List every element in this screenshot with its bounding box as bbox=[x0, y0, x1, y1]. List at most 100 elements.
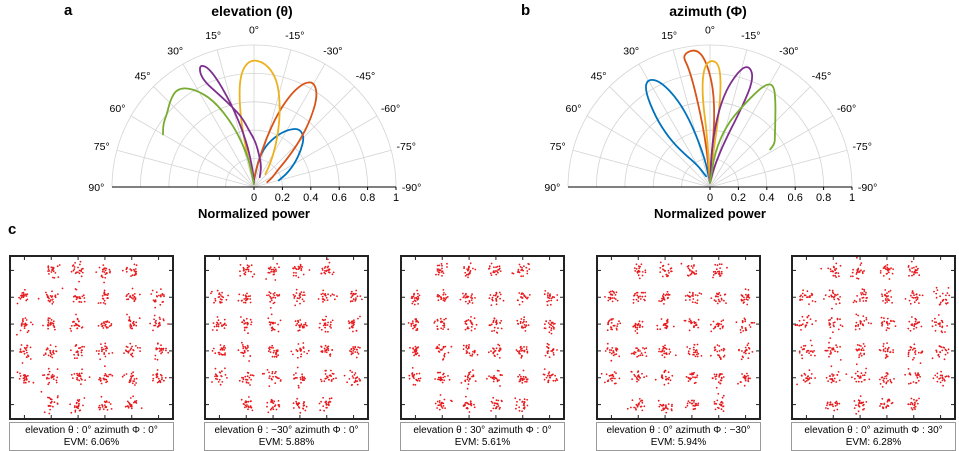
constellation-point bbox=[447, 375, 449, 377]
constellation-point bbox=[737, 382, 739, 385]
constellation-point bbox=[547, 347, 550, 350]
constellation-point bbox=[223, 353, 225, 356]
constellation-point bbox=[126, 405, 129, 408]
constellation-point bbox=[694, 321, 697, 324]
constellation-point bbox=[442, 373, 444, 376]
constellation-point bbox=[520, 318, 523, 320]
constellation-point bbox=[946, 352, 949, 354]
constellation-point bbox=[292, 407, 295, 409]
constellation-point bbox=[97, 406, 100, 409]
constellation-point bbox=[639, 354, 642, 357]
constellation-symbol-cluster bbox=[798, 339, 816, 360]
constellation-point bbox=[102, 302, 105, 304]
constellation-point bbox=[133, 293, 136, 295]
constellation-point bbox=[492, 376, 495, 379]
constellation-point bbox=[158, 324, 160, 327]
constellation-point bbox=[636, 294, 639, 297]
constellation-point bbox=[556, 299, 559, 302]
constellation-point bbox=[296, 350, 299, 353]
constellation-point bbox=[133, 268, 135, 271]
constellation-point bbox=[658, 300, 660, 302]
constellation-point bbox=[249, 355, 252, 357]
constellation-point bbox=[882, 275, 885, 277]
constellation-point bbox=[292, 271, 295, 274]
constellation-point bbox=[886, 268, 889, 270]
constellation-point bbox=[468, 352, 471, 355]
constellation-point bbox=[70, 270, 73, 273]
constellation-point bbox=[271, 378, 273, 381]
constellation-point bbox=[608, 291, 611, 294]
constellation-point bbox=[245, 400, 247, 403]
constellation-point bbox=[299, 296, 302, 299]
constellation-point bbox=[216, 329, 218, 332]
constellation-point bbox=[493, 374, 495, 377]
constellation-point bbox=[24, 288, 26, 291]
constellation-point bbox=[411, 372, 414, 374]
constellation-point bbox=[670, 270, 673, 273]
constellation-point bbox=[325, 377, 328, 380]
constellation-point bbox=[303, 326, 305, 329]
constellation-point bbox=[79, 409, 82, 412]
constellation-point bbox=[32, 381, 35, 384]
constellation-point bbox=[156, 295, 159, 298]
constellation-point bbox=[132, 395, 134, 398]
constellation-point bbox=[692, 404, 695, 407]
constellation-point bbox=[438, 344, 440, 346]
constellation-point bbox=[159, 294, 162, 297]
constellation-point bbox=[686, 294, 689, 297]
constellation-point bbox=[748, 297, 751, 299]
constellation-symbol-cluster bbox=[294, 319, 308, 332]
constellation-point bbox=[48, 373, 50, 376]
constellation-point bbox=[493, 348, 495, 350]
constellation-point bbox=[828, 341, 830, 344]
constellation-point bbox=[523, 378, 526, 380]
constellation-symbol-cluster bbox=[69, 313, 84, 332]
constellation-point bbox=[300, 355, 302, 358]
constellation-point bbox=[879, 405, 881, 407]
constellation-point bbox=[610, 293, 613, 296]
constellation-point bbox=[912, 292, 915, 294]
constellation-point bbox=[102, 408, 105, 411]
constellation-point bbox=[839, 296, 841, 298]
constellation-point bbox=[862, 404, 864, 407]
constellation-point bbox=[833, 409, 836, 412]
constellation-point bbox=[416, 327, 419, 330]
constellation-point bbox=[440, 263, 443, 265]
elevation-grid-spoke bbox=[216, 49, 255, 188]
constellation-point bbox=[908, 299, 911, 302]
constellation-point bbox=[497, 271, 499, 274]
constellation-point bbox=[883, 402, 886, 405]
constellation-point bbox=[50, 319, 53, 321]
constellation-point bbox=[717, 406, 719, 409]
constellation-point bbox=[611, 300, 614, 303]
constellation-point bbox=[436, 400, 439, 403]
constellation-point bbox=[321, 267, 324, 270]
constellation-point bbox=[919, 375, 921, 378]
constellation-point bbox=[354, 351, 357, 353]
constellation-point bbox=[718, 356, 721, 358]
constellation-symbol-cluster bbox=[632, 291, 647, 304]
constellation-point bbox=[644, 269, 647, 272]
constellation-point bbox=[665, 353, 668, 356]
constellation-point bbox=[725, 302, 727, 304]
constellation-point bbox=[273, 269, 276, 272]
constellation-point bbox=[327, 330, 329, 333]
constellation-point bbox=[267, 350, 270, 353]
constellation-point bbox=[271, 321, 274, 324]
constellation-point bbox=[274, 268, 277, 271]
constellation-point bbox=[745, 375, 748, 378]
constellation-point bbox=[908, 320, 911, 323]
constellation-point bbox=[523, 320, 525, 323]
constellation-symbol-cluster bbox=[121, 371, 138, 386]
constellation-point bbox=[907, 403, 910, 406]
constellation-point bbox=[667, 296, 669, 299]
constellation-point bbox=[520, 293, 523, 295]
constellation-point bbox=[442, 272, 445, 274]
constellation-symbol-cluster bbox=[150, 288, 165, 309]
constellation-point bbox=[73, 295, 75, 298]
constellation-point bbox=[523, 316, 526, 319]
constellation-point bbox=[656, 324, 659, 327]
constellation-point bbox=[76, 376, 78, 379]
constellation-point bbox=[131, 287, 134, 290]
constellation-point bbox=[436, 328, 439, 331]
